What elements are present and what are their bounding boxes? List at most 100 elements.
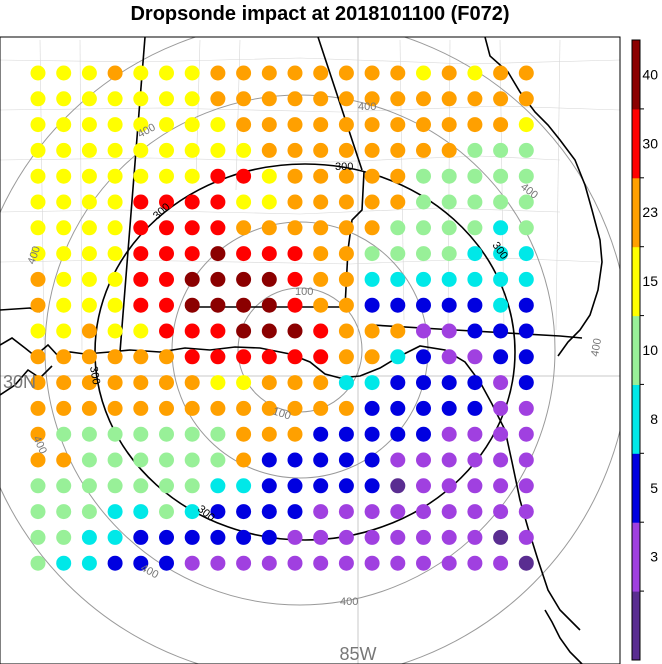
impact-dot xyxy=(81,142,97,158)
impact-dot xyxy=(81,375,97,391)
impact-dot xyxy=(338,168,354,184)
county-borders xyxy=(0,39,620,351)
impact-dot xyxy=(210,194,226,210)
impact-dot xyxy=(159,91,174,107)
colorbar-segment xyxy=(632,453,640,523)
impact-dot xyxy=(184,555,200,571)
impact-dot xyxy=(184,426,200,442)
impact-dot xyxy=(107,426,123,442)
impact-dot xyxy=(313,91,329,107)
impact-dot xyxy=(441,117,457,133)
impact-dot xyxy=(107,375,123,391)
impact-dot xyxy=(313,168,329,184)
impact-dot xyxy=(313,452,329,468)
impact-dot xyxy=(107,478,123,494)
impact-dot xyxy=(236,478,252,494)
impact-dot xyxy=(390,142,406,158)
impact-dot xyxy=(30,194,46,210)
impact-dot xyxy=(30,117,46,133)
impact-dot xyxy=(493,168,509,184)
impact-dot xyxy=(441,426,457,442)
impact-dot xyxy=(184,117,200,133)
impact-dot xyxy=(133,168,149,184)
impact-dot xyxy=(56,65,72,81)
impact-dot xyxy=(133,117,149,133)
impact-dot xyxy=(313,504,329,520)
impact-dot xyxy=(287,65,303,81)
impact-dot xyxy=(236,91,252,107)
impact-dot xyxy=(338,297,354,313)
impact-dot xyxy=(56,142,72,158)
impact-dot xyxy=(210,375,226,391)
impact-dot xyxy=(390,246,406,262)
impact-dot xyxy=(467,142,483,158)
impact-dot xyxy=(390,220,406,236)
impact-dot xyxy=(467,246,483,262)
impact-dot xyxy=(236,246,252,262)
impact-dot xyxy=(364,478,380,494)
impact-dot xyxy=(81,426,97,442)
impact-dot xyxy=(236,504,252,520)
impact-dot xyxy=(133,555,149,571)
impact-dot xyxy=(133,246,149,262)
contour-label-400-bottom-left: 400 xyxy=(139,562,161,581)
impact-dot xyxy=(390,504,406,520)
impact-dot xyxy=(313,65,329,81)
contour-label-400-left: 400 xyxy=(26,245,44,266)
impact-dot xyxy=(467,271,483,287)
impact-dot xyxy=(184,400,200,416)
impact-dot xyxy=(133,478,149,494)
impact-dot xyxy=(518,271,534,287)
impact-dot xyxy=(236,426,252,442)
impact-dot xyxy=(338,142,354,158)
impact-dot xyxy=(184,91,200,107)
colorbar: 3 5 8 10 15 23 30 40 xyxy=(631,39,658,661)
contour-label-100-top: 100 xyxy=(295,286,313,298)
impact-dot xyxy=(390,349,406,365)
contour-label-400-right: 400 xyxy=(589,337,604,357)
impact-dot xyxy=(56,478,72,494)
impact-dot xyxy=(133,349,149,365)
impact-dot xyxy=(107,117,123,133)
impact-dot xyxy=(518,529,534,545)
impact-dot xyxy=(133,426,149,442)
contour-label-300-top: 300 xyxy=(335,161,353,173)
impact-dot xyxy=(107,555,123,571)
impact-dot xyxy=(30,478,46,494)
impact-dot xyxy=(261,375,277,391)
impact-dot xyxy=(313,529,329,545)
impact-dot xyxy=(467,400,483,416)
impact-dot xyxy=(261,323,277,339)
impact-dot xyxy=(287,375,303,391)
impact-dot xyxy=(364,194,380,210)
impact-dot xyxy=(107,168,123,184)
impact-dot xyxy=(236,271,252,287)
impact-dot xyxy=(416,117,431,133)
impact-dot xyxy=(313,426,329,442)
impact-dot xyxy=(364,91,380,107)
impact-dot xyxy=(518,246,534,262)
impact-dot xyxy=(338,400,354,416)
impact-dot xyxy=(287,349,303,365)
impact-dot xyxy=(81,478,97,494)
impact-dot xyxy=(107,271,123,287)
impact-dot xyxy=(338,271,354,287)
impact-dot xyxy=(338,246,354,262)
impact-dot xyxy=(261,529,277,545)
impact-dot xyxy=(159,220,174,236)
impact-dot xyxy=(493,194,509,210)
impact-dot xyxy=(416,297,431,313)
lat-label: 30N xyxy=(3,372,36,392)
impact-dot xyxy=(441,168,457,184)
impact-dot xyxy=(287,400,303,416)
colorbar-segment xyxy=(632,522,640,592)
impact-dot xyxy=(56,426,72,442)
impact-dot xyxy=(261,504,277,520)
impact-dot xyxy=(30,297,46,313)
impact-dot xyxy=(441,375,457,391)
impact-dot xyxy=(159,426,174,442)
impact-dot xyxy=(518,117,534,133)
impact-dot xyxy=(210,297,226,313)
impact-dot xyxy=(30,246,46,262)
lon-label: 85W xyxy=(339,644,376,664)
